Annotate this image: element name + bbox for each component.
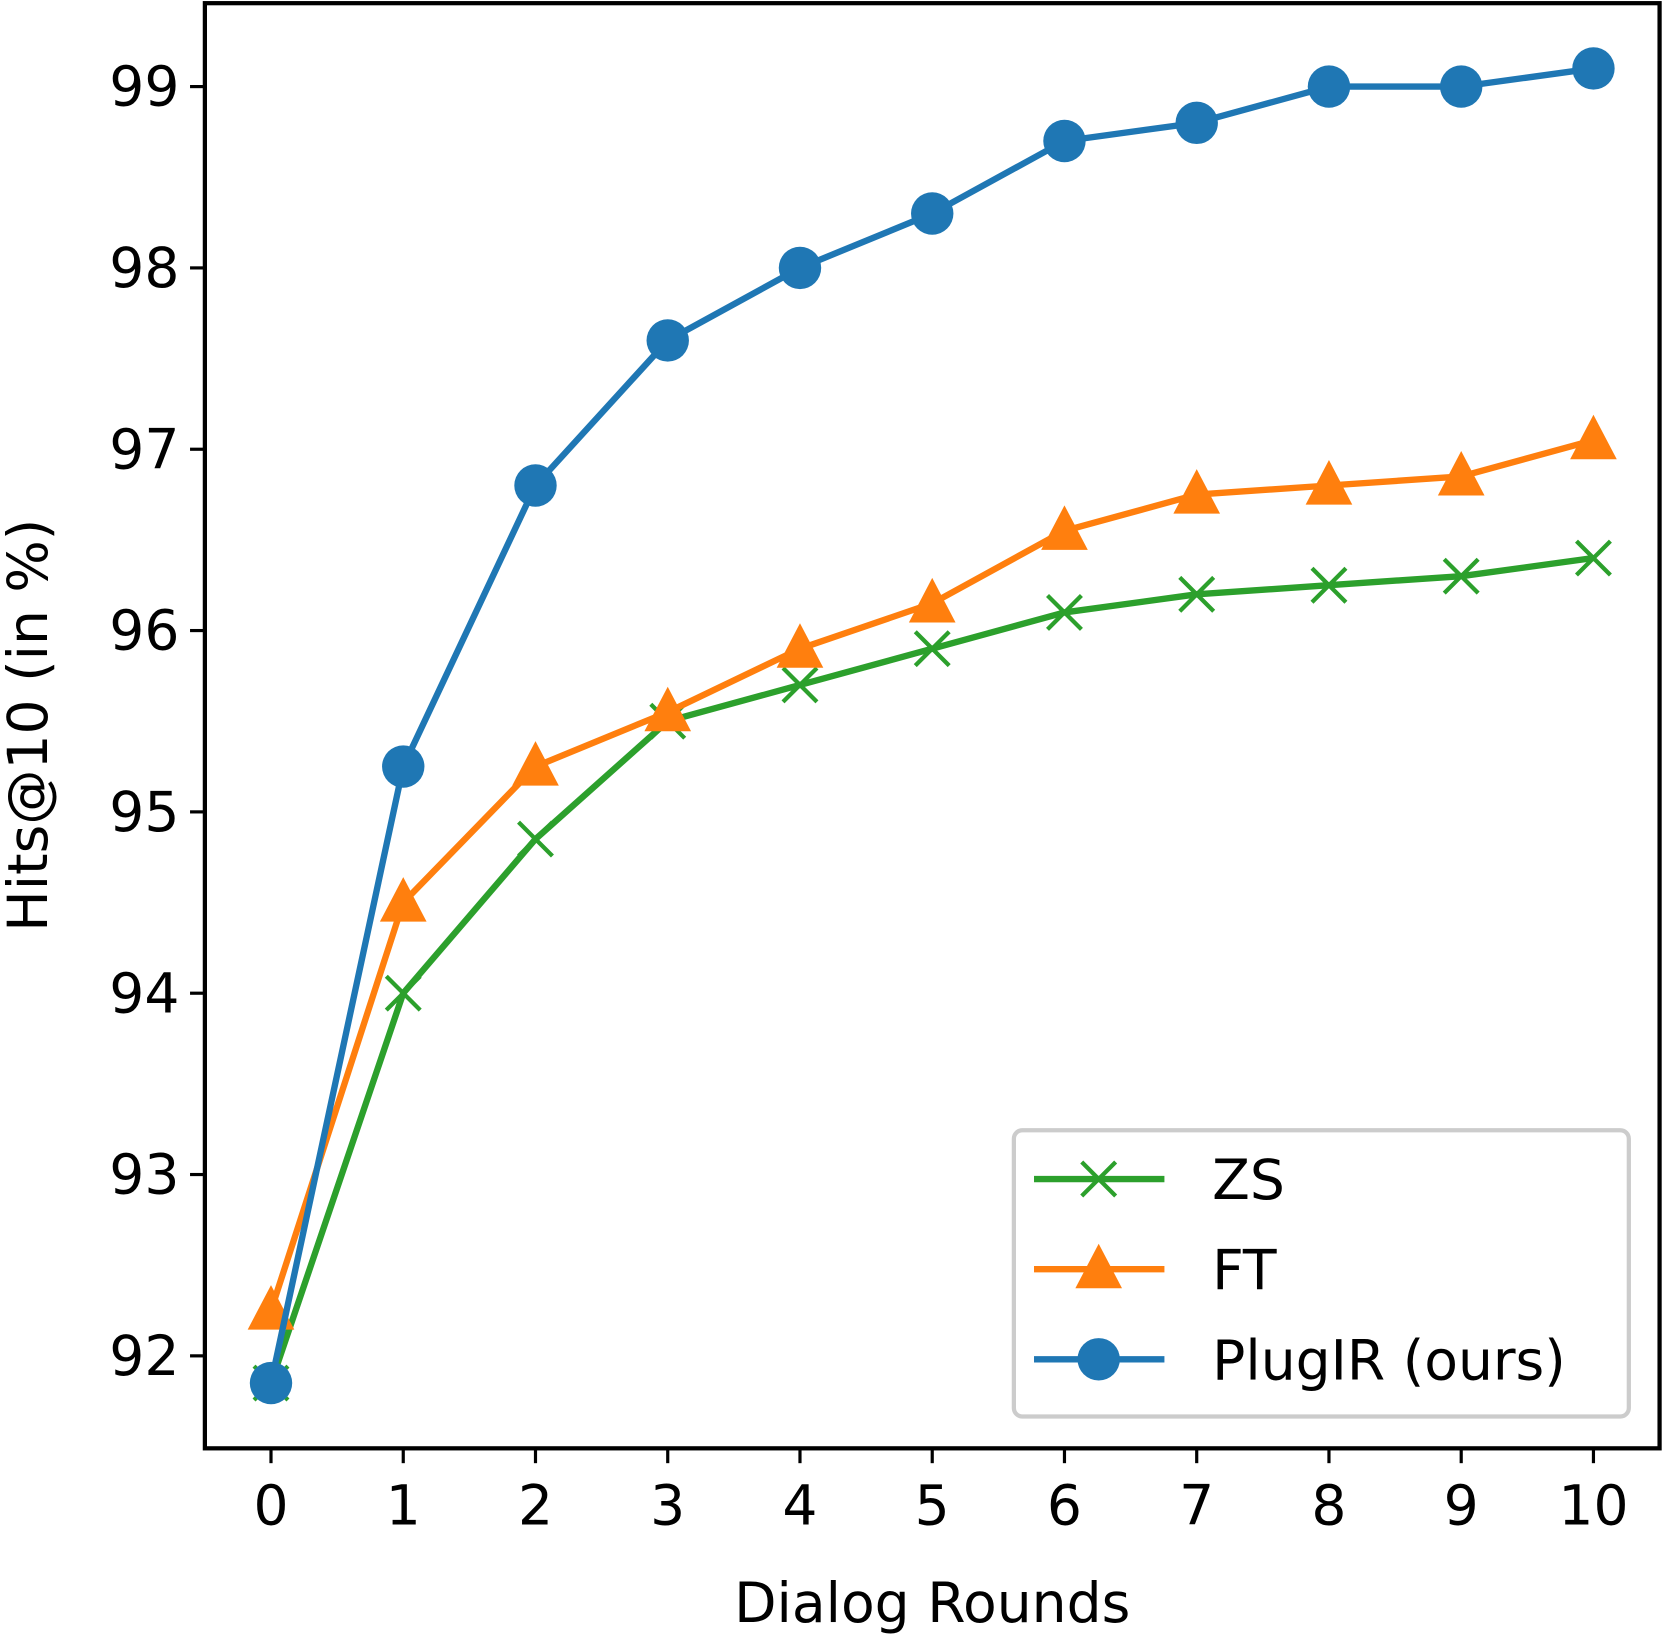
y-tick-label: 95 <box>109 781 179 845</box>
y-tick-label: 97 <box>109 418 179 482</box>
legend: ZS FT PlugIR (ours) <box>1011 1128 1631 1419</box>
data-point <box>1178 575 1216 613</box>
y-tick-label: 96 <box>109 600 179 664</box>
x-tick-label: 5 <box>915 1475 950 1539</box>
x-tick-label: 1 <box>386 1475 421 1539</box>
data-point <box>379 877 427 922</box>
series-zs <box>252 539 1612 1402</box>
data-point <box>1305 460 1353 505</box>
x-tick-label: 7 <box>1179 1475 1214 1539</box>
x-tick-label: 2 <box>518 1475 553 1539</box>
data-point <box>908 577 956 623</box>
legend-marker <box>1080 1160 1118 1198</box>
x-tick-label: 4 <box>782 1475 817 1539</box>
y-tick-label: 98 <box>109 237 179 301</box>
data-point <box>517 820 554 858</box>
y-tick-label: 99 <box>109 56 179 120</box>
data-point <box>1437 450 1485 496</box>
y-tick-label: 94 <box>109 962 179 1026</box>
data-point <box>1175 101 1218 145</box>
ticks-layer: 0 1 2 3 4 5 6 7 8 9 10 92 93 94 95 96 97 98 99 <box>109 56 1628 1539</box>
data-point <box>1173 469 1221 514</box>
x-tick-label: 3 <box>650 1475 685 1539</box>
data-point <box>249 1361 293 1405</box>
data-point <box>1043 119 1086 163</box>
data-point <box>382 745 425 788</box>
data-point <box>1439 65 1483 108</box>
data-point <box>384 974 422 1012</box>
data-point <box>1310 566 1348 604</box>
x-tick-label: 10 <box>1558 1475 1628 1539</box>
series-plugir <box>249 47 1615 1405</box>
data-point <box>1041 505 1088 550</box>
x-tick-label: 0 <box>253 1475 288 1539</box>
x-tick-label: 9 <box>1444 1475 1479 1539</box>
x-axis-label: Dialog Rounds <box>734 1572 1130 1636</box>
legend-item: FT <box>1034 1239 1277 1303</box>
x-tick-label: 8 <box>1311 1475 1346 1539</box>
legend-label: PlugIR (ours) <box>1212 1329 1566 1393</box>
data-point <box>514 464 557 507</box>
legend-item: ZS <box>1034 1149 1285 1213</box>
legend-item: PlugIR (ours) <box>1034 1329 1566 1393</box>
data-point <box>1307 65 1351 108</box>
data-point <box>1572 47 1615 90</box>
legend-marker <box>1077 1338 1120 1381</box>
data-point <box>1574 539 1612 577</box>
x-tick-label: 6 <box>1047 1475 1082 1539</box>
data-point <box>1570 414 1617 460</box>
legend-label: ZS <box>1212 1149 1285 1213</box>
data-point <box>778 246 822 290</box>
y-tick-label: 92 <box>109 1325 179 1389</box>
data-point <box>776 623 824 668</box>
data-point <box>1046 593 1083 631</box>
y-axis-label: Hits@10 (in %) <box>0 519 61 932</box>
legend-label: FT <box>1212 1239 1277 1303</box>
data-point <box>512 741 559 786</box>
data-point <box>781 666 819 704</box>
data-point <box>911 192 954 235</box>
data-point <box>644 686 692 732</box>
series-layer <box>247 47 1617 1405</box>
y-tick-label: 93 <box>109 1144 179 1208</box>
data-point <box>646 319 689 362</box>
legend-frame <box>1011 1128 1631 1419</box>
data-point <box>913 630 951 668</box>
series-ft <box>247 414 1617 1330</box>
data-point <box>1442 557 1480 595</box>
legend-marker <box>1075 1243 1123 1289</box>
